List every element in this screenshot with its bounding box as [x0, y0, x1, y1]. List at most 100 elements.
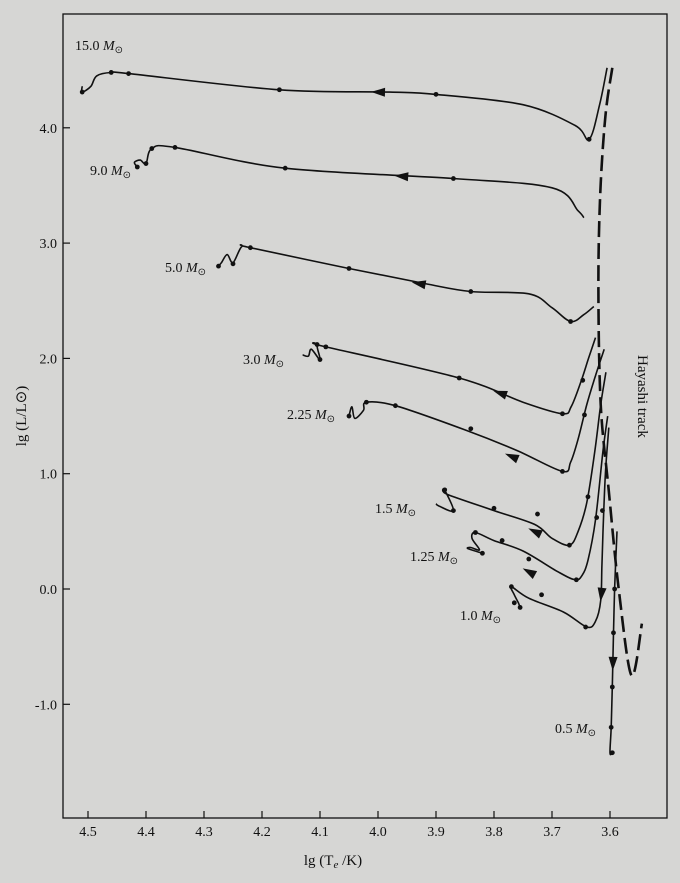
- track-point: [580, 377, 586, 383]
- track-line: [466, 415, 609, 581]
- mass-value: 9.0: [90, 164, 111, 179]
- sun-symbol: ⊙: [450, 556, 458, 567]
- track-point: [248, 245, 253, 251]
- track-5-0-msun: [216, 244, 595, 324]
- track-point: [393, 403, 398, 409]
- track-point: [583, 624, 589, 630]
- x-tick-label: 4.4: [137, 825, 155, 840]
- mass-label: 9.0 M⊙: [90, 164, 131, 181]
- track-point: [442, 487, 448, 493]
- x-tick-label: 3.9: [427, 825, 445, 840]
- y-axis-label: lg (L/L⊙): [14, 386, 30, 446]
- mass-value: 3.0: [243, 353, 264, 368]
- track-line: [435, 372, 607, 547]
- x-tick-label: 4.2: [253, 825, 271, 840]
- mass-value: 1.5: [375, 502, 396, 517]
- axis-ticks: [63, 127, 611, 818]
- mass-value: 1.25: [410, 550, 438, 565]
- mass-label: 0.5 M⊙: [555, 722, 596, 739]
- track-point: [511, 600, 517, 606]
- track-point: [535, 511, 540, 517]
- track-point: [79, 89, 85, 95]
- track-point: [172, 145, 178, 150]
- mass-value: 15.0: [75, 39, 103, 54]
- track-line: [609, 531, 618, 756]
- tick-labels: 4.5 4.4 4.3 4.2 4.1 4.0 3.9 3.8 3.7 3.6 4.0 3.0 2.0 1…: [35, 122, 619, 840]
- sun-symbol: ⊙: [327, 414, 335, 425]
- track-point: [480, 550, 485, 556]
- y-tick-label: 3.0: [40, 237, 58, 252]
- track-point: [609, 750, 615, 756]
- track-point: [346, 413, 352, 419]
- track-point: [456, 375, 462, 381]
- x-tick-label: 3.6: [601, 825, 619, 840]
- track-point: [509, 584, 514, 590]
- sun-symbol: ⊙: [198, 267, 206, 278]
- track-point: [451, 508, 456, 513]
- track-line: [80, 67, 608, 141]
- sun-symbol: ⊙: [493, 615, 501, 626]
- track-point: [526, 556, 532, 562]
- track-point: [216, 263, 221, 269]
- track-direction-arrow: [597, 587, 607, 602]
- mass-labels: 15.0 M⊙9.0 M⊙5.0 M⊙3.0 M⊙2.25 M⊙1.5 M⊙1.…: [75, 39, 596, 739]
- track-1-25-msun: [466, 415, 609, 583]
- track-direction-arrow: [371, 87, 386, 97]
- x-axis-label-main: lg (T: [304, 853, 334, 869]
- mass-value: 0.5: [555, 722, 576, 737]
- track-point: [433, 91, 439, 97]
- mass-unit: M: [480, 609, 494, 624]
- mass-label: 15.0 M⊙: [75, 39, 123, 56]
- x-tick-label: 4.3: [195, 825, 213, 840]
- mass-unit: M: [437, 550, 451, 565]
- x-tick-label: 4.0: [369, 825, 387, 840]
- track-direction-arrow: [522, 568, 538, 580]
- mass-label: 2.25 M⊙: [287, 408, 335, 425]
- sun-symbol: ⊙: [588, 728, 596, 739]
- track-point: [582, 412, 587, 418]
- track-point: [108, 70, 114, 75]
- y-tick-label: 4.0: [40, 122, 58, 137]
- track-point: [317, 357, 323, 362]
- hayashi-track-label: Hayashi track: [634, 355, 650, 438]
- track-point: [539, 592, 544, 598]
- track-point: [143, 161, 149, 166]
- mass-unit: M: [102, 39, 116, 54]
- mass-label: 3.0 M⊙: [243, 353, 284, 370]
- track-0-5-msun: [608, 531, 618, 756]
- track-direction-arrow: [608, 656, 618, 671]
- mass-label: 1.0 M⊙: [460, 609, 501, 626]
- x-tick-label: 4.1: [311, 825, 329, 840]
- mass-label: 1.5 M⊙: [375, 502, 416, 519]
- track-point: [364, 399, 369, 405]
- evolution-tracks: [79, 67, 618, 756]
- track-point: [560, 468, 565, 474]
- track-point: [594, 515, 600, 520]
- plot-frame: [62, 13, 668, 819]
- track-point: [586, 136, 592, 142]
- mass-unit: M: [110, 164, 124, 179]
- track-point: [149, 146, 155, 151]
- track-line: [217, 244, 595, 323]
- x-tick-label: 4.5: [79, 825, 97, 840]
- y-tick-label: 2.0: [40, 352, 58, 367]
- track-point: [468, 289, 474, 294]
- track-direction-arrow: [504, 453, 520, 464]
- track-3-0-msun: [302, 337, 597, 417]
- track-point: [346, 266, 352, 271]
- x-axis-label-sub: e: [333, 859, 338, 871]
- sun-symbol: ⊙: [276, 359, 284, 370]
- track-line: [302, 337, 597, 415]
- track-point: [517, 605, 523, 610]
- track-point: [573, 577, 579, 583]
- track-direction-arrow: [394, 172, 409, 182]
- track-line: [348, 348, 605, 473]
- track-point: [567, 542, 572, 548]
- track-9-0-msun: [133, 144, 585, 219]
- track-point: [314, 342, 320, 347]
- mass-unit: M: [314, 408, 328, 423]
- x-tick-label: 3.8: [485, 825, 503, 840]
- track-point: [585, 494, 591, 500]
- x-axis-label: lg (Te /K): [304, 853, 362, 871]
